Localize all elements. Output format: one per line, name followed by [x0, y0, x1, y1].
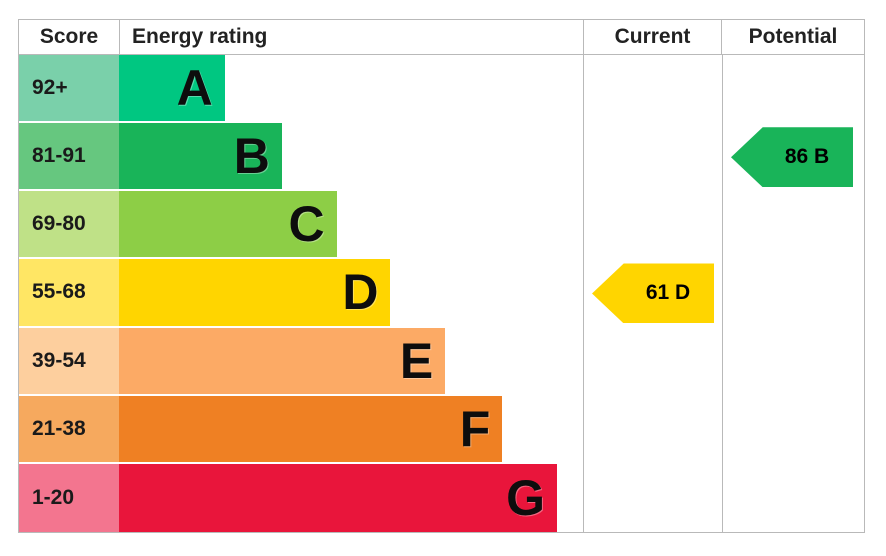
bar-track-c: C	[119, 191, 583, 259]
band-bar-a: A	[119, 55, 225, 122]
header-row: Score Energy rating Current Potential	[19, 20, 864, 55]
band-row-e: 39-54 E	[19, 327, 864, 396]
bar-track-a: A	[119, 55, 583, 123]
bar-track-d: D	[119, 259, 583, 327]
band-letter-e: E	[399, 332, 434, 389]
band-letter-a: A	[176, 60, 213, 117]
current-cell-f	[583, 395, 722, 464]
band-row-g: 1-20 G	[19, 463, 864, 532]
potential-cell-c	[722, 191, 864, 260]
score-range-c: 69-80	[19, 191, 119, 260]
band-bar-f: F	[119, 395, 503, 462]
current-cell-e	[583, 327, 722, 396]
current-cell-b	[583, 123, 722, 192]
header-score: Score	[39, 25, 99, 48]
bar-track-e: E	[119, 327, 583, 396]
potential-cell-e	[722, 327, 864, 396]
potential-cell-a	[722, 55, 864, 124]
band-letter-g: G	[506, 469, 546, 526]
band-row-f: 21-38 F	[19, 395, 864, 464]
band-bar-e: E	[119, 327, 446, 394]
band-row-d: 55-68 D 61 D	[19, 259, 864, 328]
current-cell-d: 61 D	[583, 259, 722, 328]
header-potential: Potential	[721, 20, 864, 54]
current-rating-arrow: 61 D	[592, 263, 714, 324]
score-range-a: 92+	[19, 55, 119, 124]
bar-track-b: B	[119, 123, 583, 191]
band-letter-d: D	[342, 264, 379, 321]
current-cell-c	[583, 191, 722, 260]
band-row-a: 92+ A	[19, 55, 864, 124]
band-row-c: 69-80 C	[19, 191, 864, 260]
bar-track-g: G	[119, 463, 583, 532]
header-current: Current	[583, 20, 721, 54]
current-cell-a	[583, 55, 722, 124]
potential-cell-g	[722, 463, 864, 532]
band-letter-f: F	[459, 400, 491, 457]
band-rows: 92+ A 81-91 B 86 B 69-80 C 55-68 D 61 D 39-54 E 21-3…	[19, 55, 864, 532]
band-bar-b: B	[119, 123, 282, 190]
score-range-d: 55-68	[19, 259, 119, 328]
band-bar-c: C	[119, 191, 337, 258]
potential-rating-arrow: 86 B	[731, 127, 853, 188]
score-range-f: 21-38	[19, 395, 119, 464]
band-letter-b: B	[233, 128, 270, 185]
band-bar-g: G	[119, 463, 558, 532]
band-letter-c: C	[288, 196, 325, 253]
score-range-b: 81-91	[19, 123, 119, 192]
score-range-e: 39-54	[19, 327, 119, 396]
current-cell-g	[583, 463, 722, 532]
band-row-b: 81-91 B 86 B	[19, 123, 864, 192]
epc-table: Score Energy rating Current Potential 92…	[18, 19, 865, 533]
potential-cell-f	[722, 395, 864, 464]
header-energy-rating: Energy rating	[119, 20, 583, 54]
potential-cell-d	[722, 259, 864, 328]
potential-cell-b: 86 B	[722, 123, 864, 192]
bar-track-f: F	[119, 395, 583, 464]
band-bar-d: D	[119, 259, 391, 326]
score-range-g: 1-20	[19, 463, 119, 532]
